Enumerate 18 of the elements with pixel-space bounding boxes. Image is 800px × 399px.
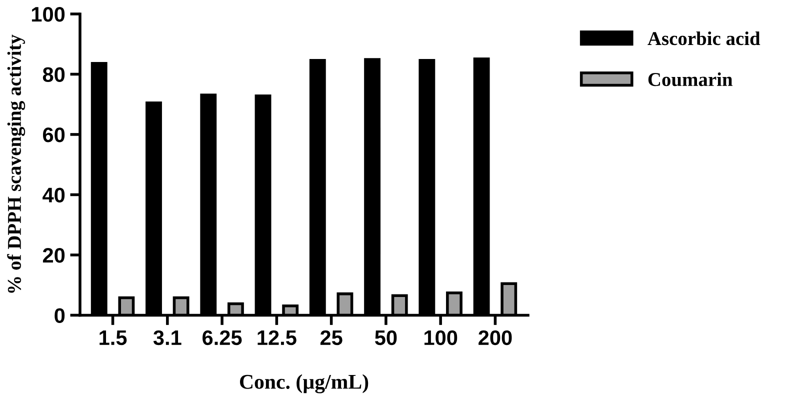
x-tick-label: 3.1 <box>153 330 182 346</box>
x-tick-label: 25 <box>320 330 342 346</box>
x-tick-label: 1.5 <box>100 330 127 346</box>
legend-label: Ascorbic acid <box>648 31 760 46</box>
y-tick-label: 80 <box>42 67 65 82</box>
x-tick-label: 6.25 <box>202 330 242 346</box>
x-tick-label: 12.5 <box>258 330 296 346</box>
y-tick-label: 60 <box>43 127 65 142</box>
y-tick-label: 20 <box>42 248 65 263</box>
y-axis-title: % of DPPH scavenging activity <box>7 34 26 293</box>
x-tick-label: 200 <box>478 330 512 346</box>
legend-label: Coumarin <box>648 72 733 86</box>
x-tick-label: 100 <box>424 330 458 346</box>
y-tick-label: 0 <box>54 308 65 323</box>
y-tick-label: 40 <box>42 188 65 202</box>
x-axis-title: Conc. (µg/mL) <box>240 374 368 394</box>
x-tick-label: 50 <box>375 330 397 346</box>
y-tick-label: 100 <box>32 6 65 22</box>
